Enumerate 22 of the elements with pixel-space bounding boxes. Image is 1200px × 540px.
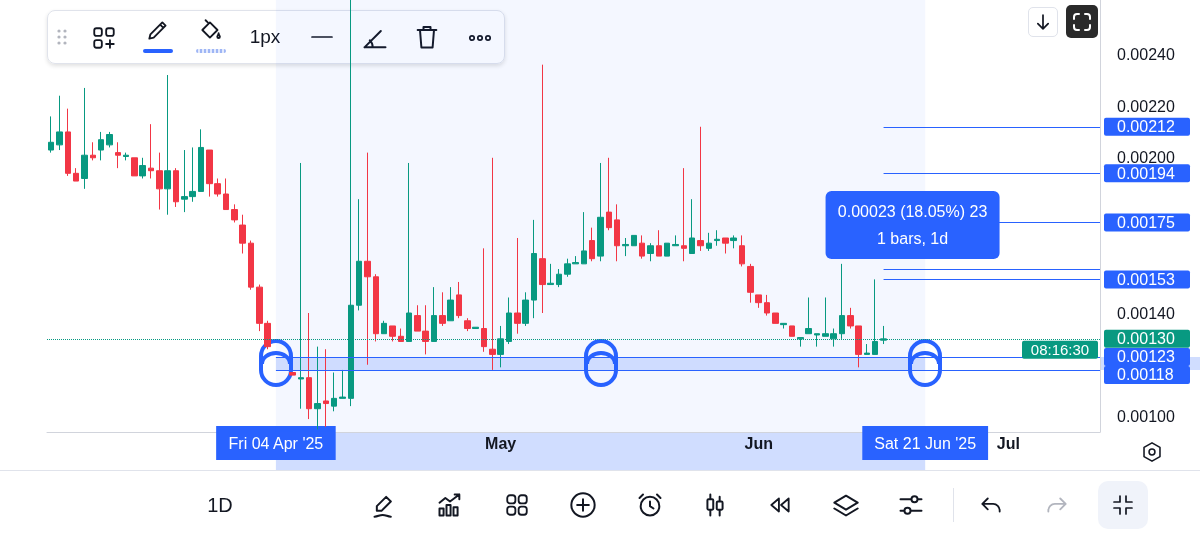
ref-line-label: 0.00153	[1117, 270, 1175, 288]
annotation: 08:16:30	[1030, 341, 1090, 359]
annotation: 1px	[248, 25, 282, 49]
y-tick-label: 0.00220	[1117, 97, 1175, 115]
ref-line-label: 0.00212	[1117, 118, 1175, 136]
x-tick-label: Sat 21 Jun '25	[874, 434, 977, 452]
y-tick-label: 0.00100	[1117, 407, 1175, 425]
annotation: 1 bars, 1d	[876, 229, 949, 247]
x-tick-label: Jul	[996, 434, 1020, 452]
toolbar-panel: 1D	[0, 470, 1200, 540]
annotation: 0.00023 (18.05%) 23	[837, 202, 988, 220]
ref-line-label: 0.00175	[1117, 213, 1175, 231]
y-tick-label: 0.00140	[1117, 304, 1175, 322]
x-tick-label: May	[485, 434, 517, 452]
ref-line-label: 0.00194	[1117, 164, 1175, 182]
y-tick-label: 0.00200	[1117, 149, 1175, 167]
ref-line-label: 0.00118	[1117, 366, 1174, 384]
y-tick-label: 0.00240	[1117, 45, 1175, 63]
ref-line-label: 0.00130	[1117, 330, 1175, 348]
ref-line-label: 0.00123	[1117, 348, 1175, 366]
x-tick-label: Jun	[744, 434, 773, 452]
x-tick-label: Fri 04 Apr '25	[228, 434, 324, 452]
